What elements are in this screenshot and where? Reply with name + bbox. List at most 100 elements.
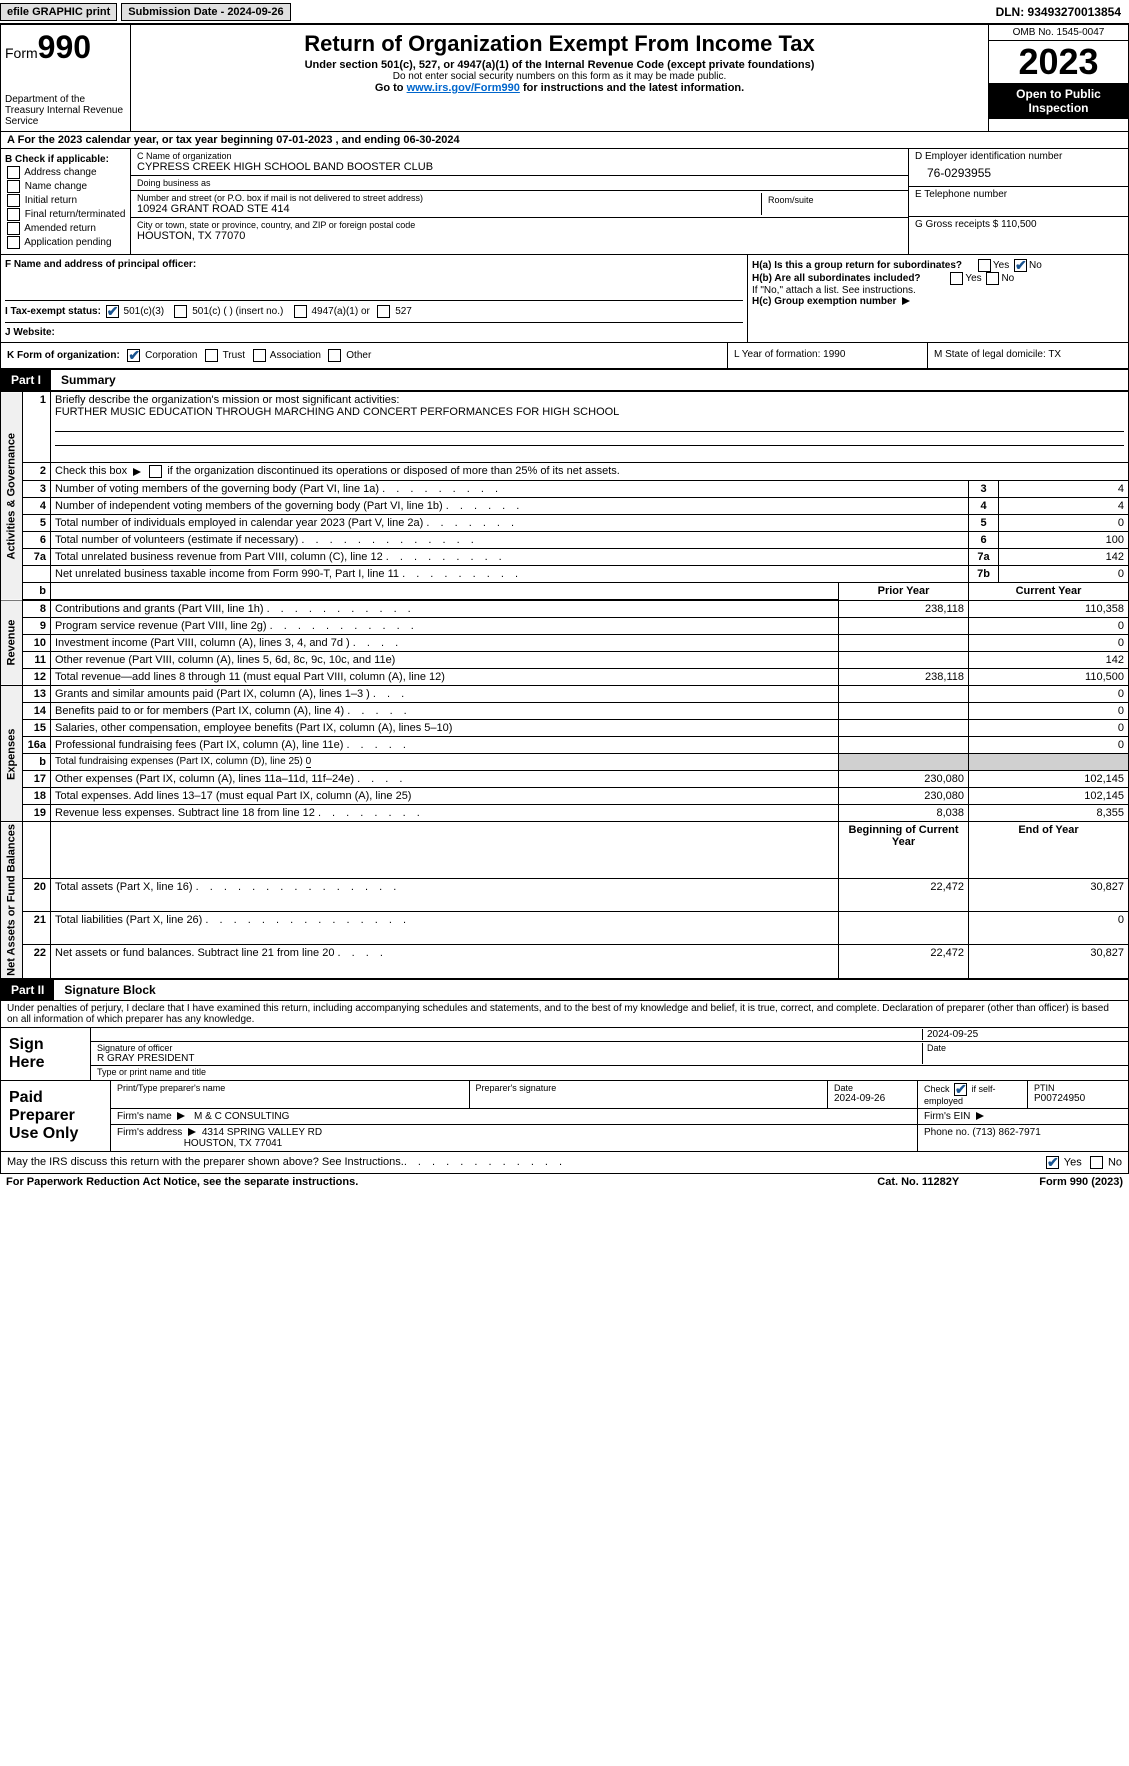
l7b: Net unrelated business taxable income fr…: [55, 568, 399, 580]
street-label: Number and street (or P.O. box if mail i…: [137, 193, 761, 203]
p9: [839, 618, 969, 635]
arrow-icon: [133, 468, 141, 476]
cb-501c3[interactable]: [106, 305, 119, 318]
l20: Total assets (Part X, line 16): [55, 881, 193, 893]
cb-final-return[interactable]: [7, 208, 20, 221]
cb-501c[interactable]: [174, 305, 187, 318]
paid-prep-label: Paid Preparer Use Only: [1, 1081, 111, 1151]
cb-hb-yes[interactable]: [950, 272, 963, 285]
l17: Other expenses (Part IX, column (A), lin…: [55, 773, 354, 785]
part-i-title: Summary: [51, 370, 126, 390]
c18: 102,145: [969, 788, 1129, 805]
open-inspection: Open to Public Inspection: [989, 83, 1128, 119]
l16b: Total fundraising expenses (Part IX, col…: [55, 756, 306, 767]
cb-ha-no[interactable]: [1014, 259, 1027, 272]
v7b: 0: [999, 566, 1129, 583]
arrow-icon: [976, 1112, 984, 1120]
l1-text: FURTHER MUSIC EDUCATION THROUGH MARCHING…: [55, 406, 619, 418]
p12: 238,118: [839, 669, 969, 686]
efile-btn[interactable]: efile GRAPHIC print: [0, 3, 117, 21]
org-name-label: C Name of organization: [137, 151, 902, 161]
p10: [839, 635, 969, 652]
cb-initial-return[interactable]: [7, 194, 20, 207]
box-k-label: K Form of organization:: [7, 350, 120, 361]
curr-hdr: Current Year: [969, 583, 1129, 601]
phone-value: [915, 200, 1122, 214]
box-i-label: I Tax-exempt status:: [5, 306, 101, 317]
subtitle-3: Go to www.irs.gov/Form990 for instructio…: [135, 82, 984, 94]
summary-table: Activities & Governance 1 Briefly descri…: [0, 391, 1129, 979]
p11: [839, 652, 969, 669]
cb-corp[interactable]: [127, 349, 140, 362]
subtitle-2: Do not enter social security numbers on …: [135, 71, 984, 82]
p15: [839, 720, 969, 737]
p13: [839, 686, 969, 703]
p18: 230,080: [839, 788, 969, 805]
irs-link[interactable]: www.irs.gov/Form990: [407, 82, 520, 94]
v3: 4: [999, 481, 1129, 498]
cb-l2[interactable]: [149, 465, 162, 478]
c14: 0: [969, 703, 1129, 720]
firm-addr1: 4314 SPRING VALLEY RD: [202, 1127, 322, 1138]
c16a: 0: [969, 737, 1129, 754]
box-b-label: B Check if applicable:: [5, 154, 126, 165]
v5: 0: [999, 515, 1129, 532]
l6: Total number of volunteers (estimate if …: [55, 534, 298, 546]
l3: Number of voting members of the governin…: [55, 483, 379, 495]
cb-address-change[interactable]: [7, 166, 20, 179]
ha-label: H(a) Is this a group return for subordin…: [752, 260, 962, 271]
l11: Other revenue (Part VIII, column (A), li…: [55, 654, 395, 666]
box-l: L Year of formation: 1990: [728, 343, 928, 368]
officer-name: R GRAY PRESIDENT: [97, 1053, 922, 1064]
ptin-label: PTIN: [1034, 1083, 1122, 1093]
hb-label: H(b) Are all subordinates included?: [752, 273, 921, 284]
cb-other[interactable]: [328, 349, 341, 362]
hb-note: If "No," attach a list. See instructions…: [752, 285, 1124, 296]
cb-app-pending[interactable]: [7, 236, 20, 249]
prep-name-label: Print/Type preparer's name: [117, 1083, 463, 1093]
c17: 102,145: [969, 771, 1129, 788]
box-j-label: J Website:: [5, 327, 55, 338]
cb-discuss-no[interactable]: [1090, 1156, 1103, 1169]
l13: Grants and similar amounts paid (Part IX…: [55, 688, 370, 700]
city-label: City or town, state or province, country…: [137, 220, 902, 230]
vlabel-ag: Activities & Governance: [1, 392, 23, 601]
cb-amended[interactable]: [7, 222, 20, 235]
omb-number: OMB No. 1545-0047: [989, 25, 1128, 41]
cb-discuss-yes[interactable]: [1046, 1156, 1059, 1169]
box-d-e-g: D Employer identification number76-02939…: [908, 149, 1128, 254]
cb-527[interactable]: [377, 305, 390, 318]
part-ii-header: Part II Signature Block: [0, 979, 1129, 1001]
l4: Number of independent voting members of …: [55, 500, 443, 512]
box-h: H(a) Is this a group return for subordin…: [748, 255, 1128, 342]
cb-hb-no[interactable]: [986, 272, 999, 285]
form-number: 990: [38, 29, 91, 65]
cb-ha-yes[interactable]: [978, 259, 991, 272]
l9: Program service revenue (Part VIII, line…: [55, 620, 267, 632]
top-bar: efile GRAPHIC print Submission Date - 20…: [0, 0, 1129, 24]
l12: Total revenue—add lines 8 through 11 (mu…: [55, 671, 445, 683]
cb-name-change[interactable]: [7, 180, 20, 193]
phone-value: (713) 862-7971: [972, 1127, 1040, 1138]
cb-4947[interactable]: [294, 305, 307, 318]
type-name-label: Type or print name and title: [97, 1067, 206, 1077]
cb-trust[interactable]: [205, 349, 218, 362]
vlabel-na: Net Assets or Fund Balances: [1, 822, 23, 979]
subtitle-1: Under section 501(c), 527, or 4947(a)(1)…: [135, 59, 984, 71]
c19: 8,355: [969, 805, 1129, 822]
phone-label: Phone no.: [924, 1127, 970, 1138]
ein-label: D Employer identification number: [915, 151, 1122, 162]
cb-self-employed[interactable]: [954, 1083, 967, 1096]
v4: 4: [999, 498, 1129, 515]
l5: Total number of individuals employed in …: [55, 517, 423, 529]
penalties-text: Under penalties of perjury, I declare th…: [0, 1001, 1129, 1028]
gross-label: G Gross receipts $: [915, 219, 998, 230]
v7a: 142: [999, 549, 1129, 566]
c10: 0: [969, 635, 1129, 652]
cb-assoc[interactable]: [253, 349, 266, 362]
l10: Investment income (Part VIII, column (A)…: [55, 637, 350, 649]
row-fgh: F Name and address of principal officer:…: [0, 255, 1129, 343]
l18: Total expenses. Add lines 13–17 (must eq…: [55, 790, 411, 802]
paperwork: For Paperwork Reduction Act Notice, see …: [6, 1176, 358, 1188]
form-ref: Form 990 (2023): [1039, 1176, 1123, 1188]
